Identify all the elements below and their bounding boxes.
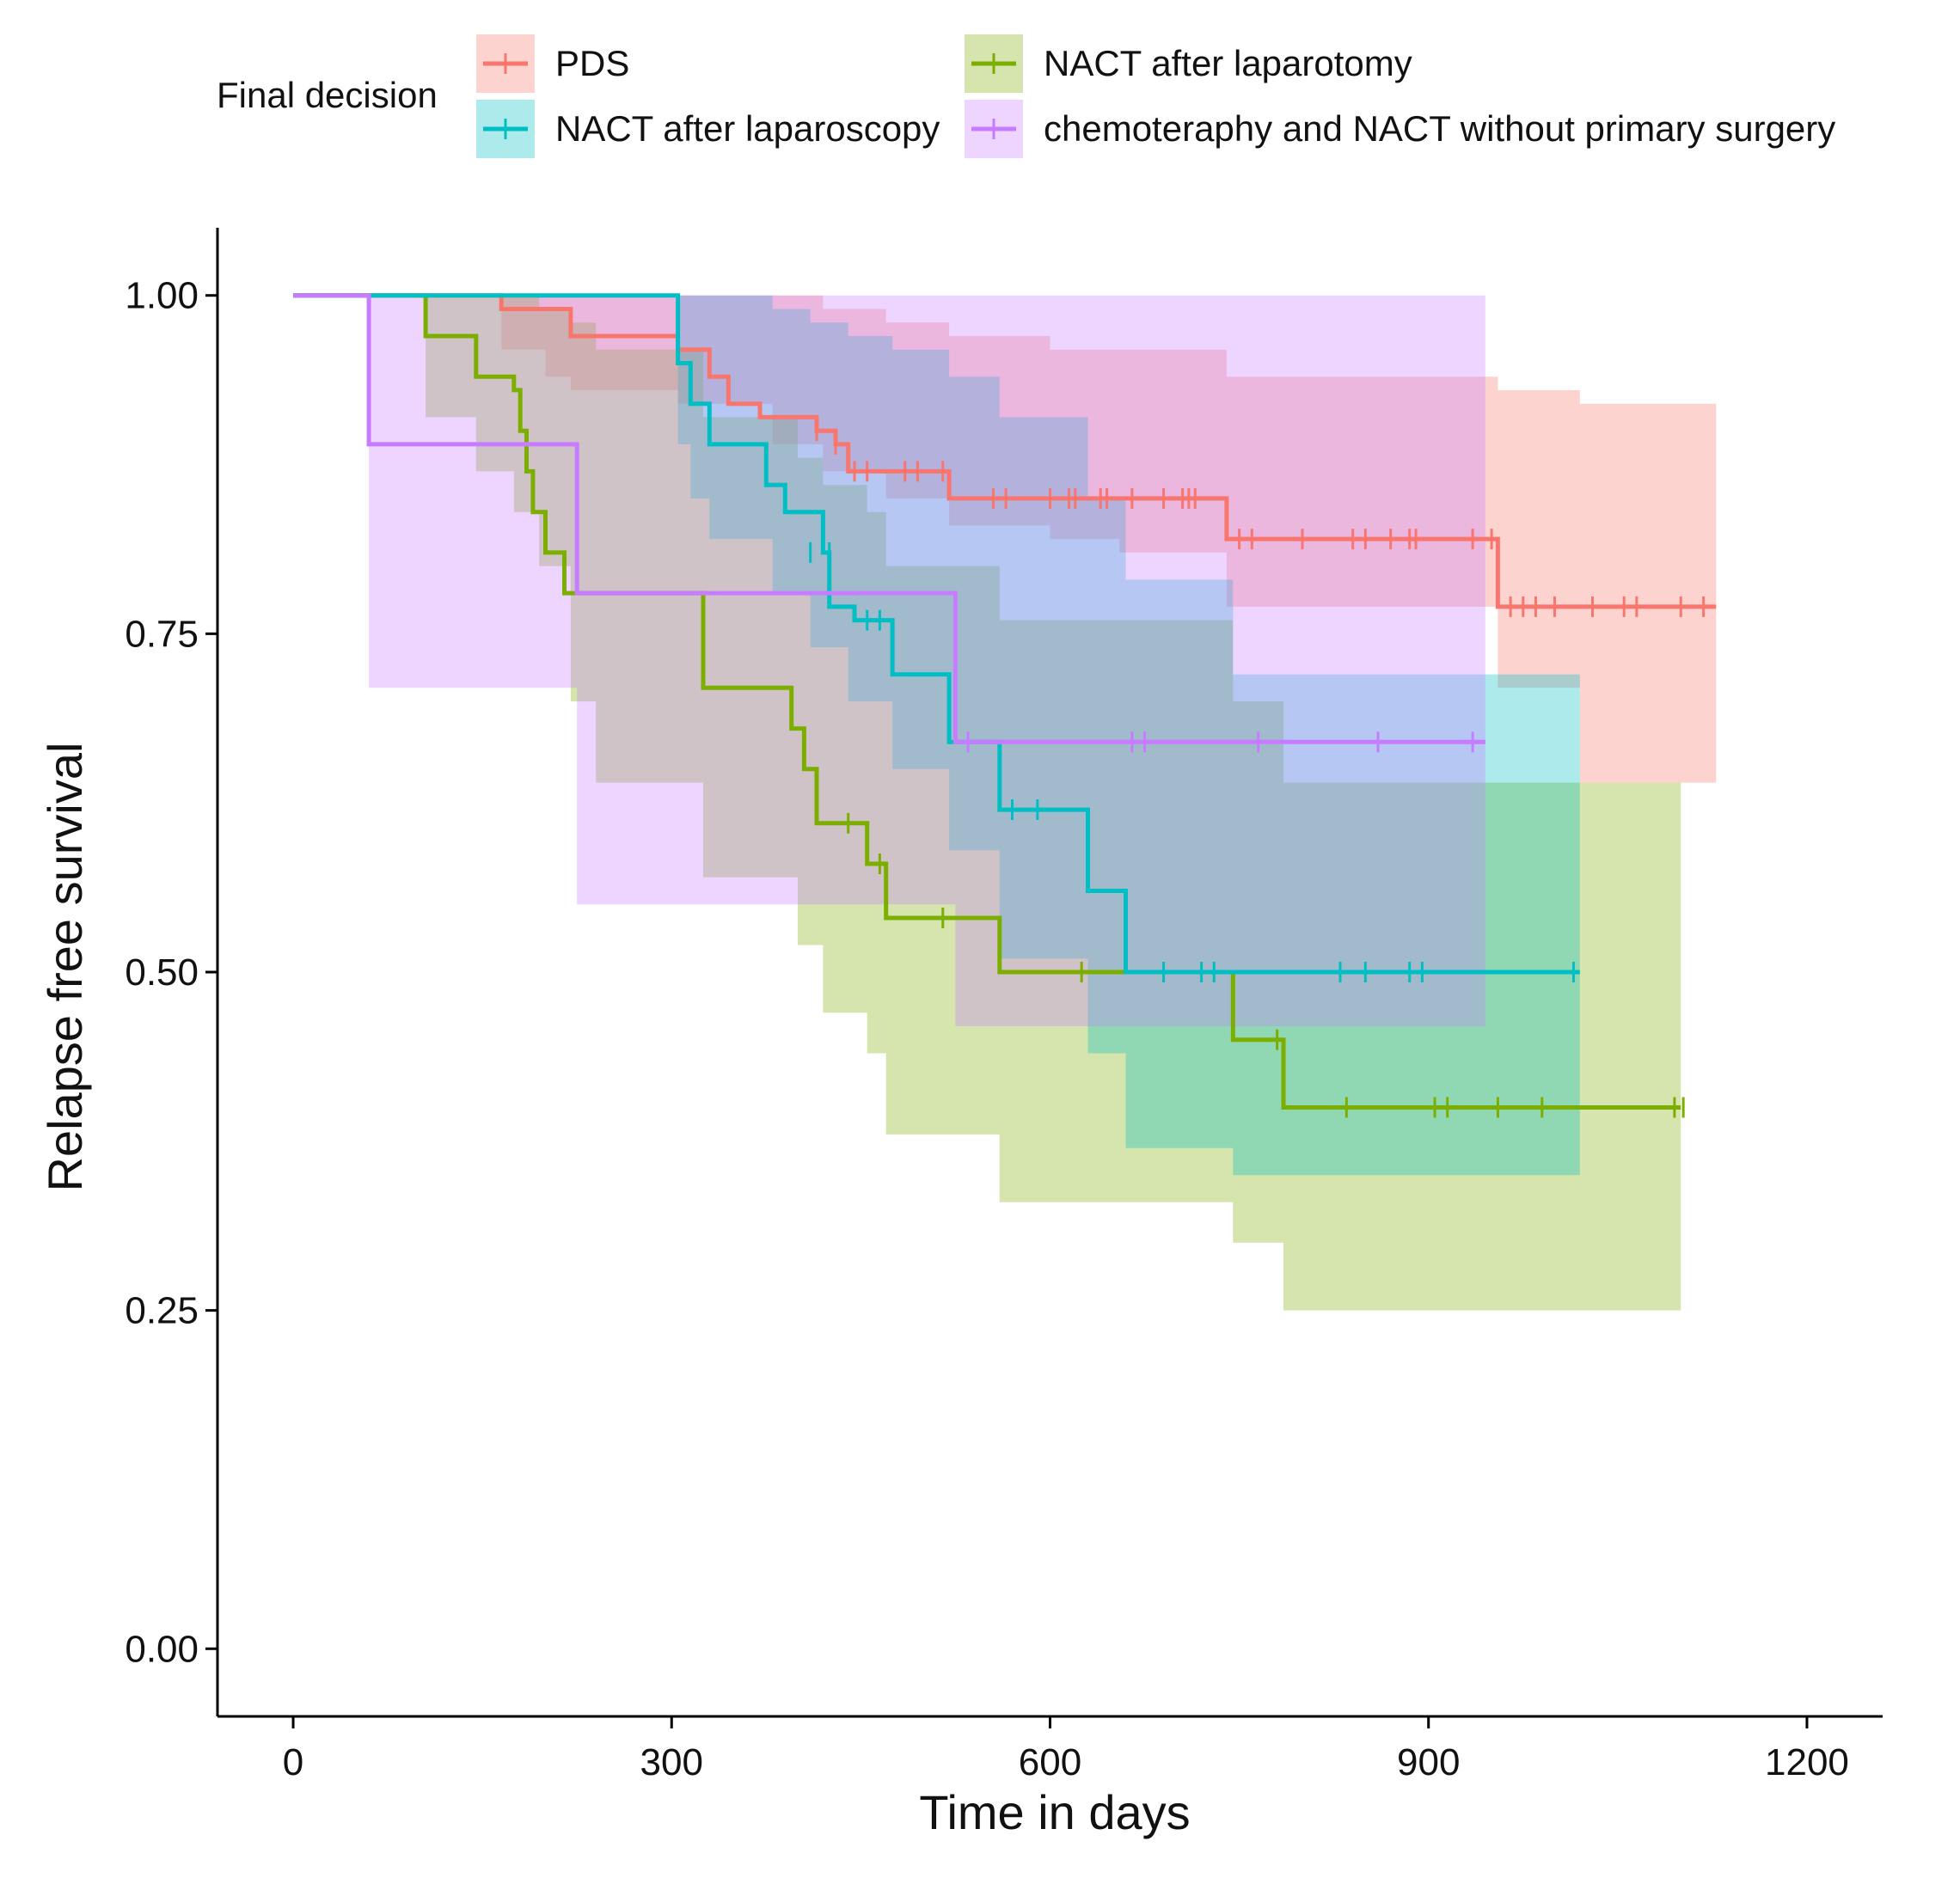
curve-chemoteraphy-and-nact-without-primary-surgery [293,293,1485,744]
legend-label-pds: PDS [555,43,629,83]
legend-title: Final decision [217,75,438,115]
x-tick-label-0: 0 [283,1741,303,1783]
legend-label-chemoteraphy-and-nact-without-primary-surgery: chemoteraphy and NACT without primary su… [1044,108,1835,149]
legend-label-nact-after-laparotomy: NACT after laparotomy [1044,43,1412,83]
x-tick-label-3: 900 [1397,1741,1460,1783]
y-tick-label-3: 0.75 [125,613,199,655]
legend-label-nact-after-laparoscopy: NACT after laparoscopy [555,108,940,149]
ci-band-nact-after-laparotomy [293,295,1681,1311]
x-tick-label-4: 1200 [1765,1741,1849,1783]
y-tick-label-0: 0.00 [125,1628,199,1670]
x-tick-label-1: 300 [640,1741,703,1783]
y-tick-label-2: 0.50 [125,951,199,994]
axes: 0.00 0.25 0.50 0.75 1.00 0 300 600 900 1200 [125,228,1883,1783]
survival-curves [293,293,1717,1110]
ci-band-chemoteraphy-and-nact-without-primary-surgery [293,295,1485,1026]
censor-marks [809,420,1706,1118]
legend: Final decision PDS NACT after laparotomy N… [217,34,1835,158]
x-axis-title: Time in days [919,1785,1190,1839]
curve-nact-after-laparoscopy [293,293,1580,975]
y-axis-title: Relapse free survival [38,743,92,1192]
ci-band-nact-after-laparoscopy [293,295,1580,1176]
ci-band-pds [293,295,1717,783]
y-tick-label-4: 1.00 [125,275,199,317]
curve-nact-after-laparotomy [293,293,1681,1110]
y-tick-label-1: 0.25 [125,1290,199,1332]
x-tick-label-2: 600 [1019,1741,1081,1783]
curve-pds [293,293,1717,609]
confidence-bands [293,295,1717,1311]
